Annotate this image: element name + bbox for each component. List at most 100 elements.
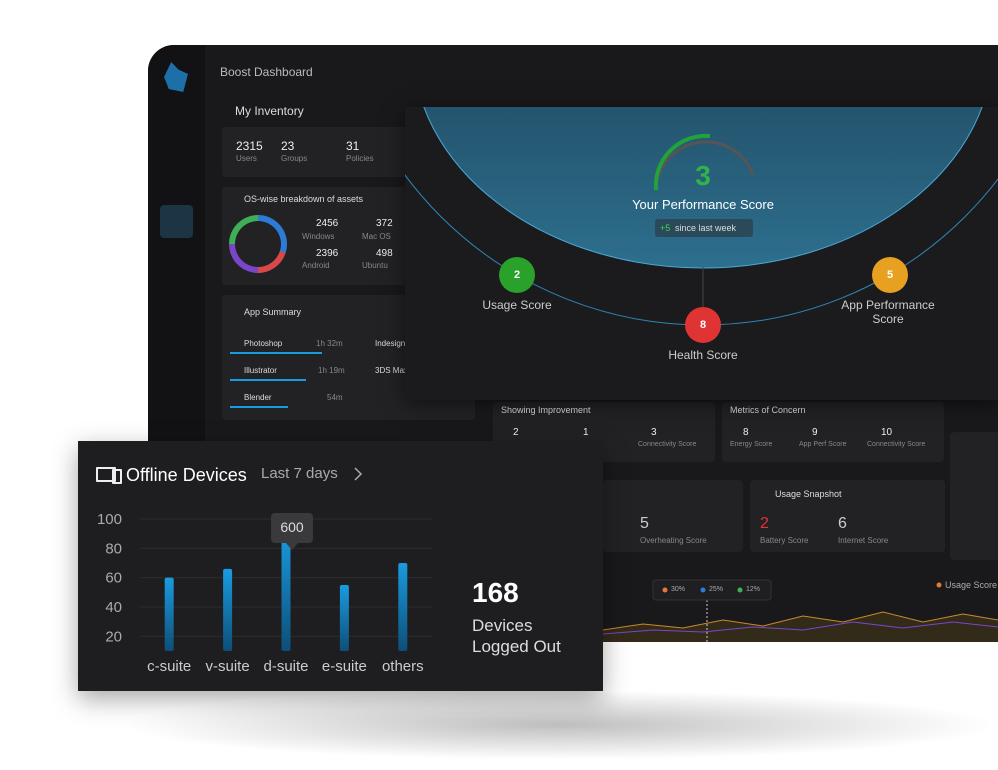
legend-dot bbox=[737, 587, 743, 593]
os-label: Android bbox=[302, 261, 330, 270]
os-title: OS-wise breakdown of assets bbox=[244, 194, 364, 204]
os-value: 372 bbox=[376, 218, 393, 229]
donut-hole bbox=[235, 221, 281, 267]
snapshot-label: Overheating Score bbox=[640, 536, 707, 545]
snapshot-label: Internet Score bbox=[838, 536, 889, 545]
trend-tooltip bbox=[652, 579, 772, 601]
trend-line bbox=[603, 611, 998, 631]
snapshot-title: Usage Snapshot bbox=[775, 489, 842, 499]
y-tick-label: 100 bbox=[97, 511, 122, 528]
concern-label: Connectivity Score bbox=[867, 441, 926, 448]
performance-change: +5 bbox=[660, 223, 671, 233]
improvement-value: 1 bbox=[583, 427, 589, 438]
concern-label: App Perf Score bbox=[799, 441, 847, 448]
trend-legend: 25% bbox=[709, 586, 724, 593]
usage-bar bbox=[230, 379, 306, 381]
score-label: Health Score bbox=[668, 348, 738, 362]
app-name: Indesign bbox=[375, 339, 406, 348]
y-tick-label: 40 bbox=[105, 599, 122, 616]
improvement-value: 3 bbox=[651, 427, 657, 438]
stat-label: Policies bbox=[346, 154, 374, 163]
snapshot-label: Battery Score bbox=[760, 536, 809, 545]
bar bbox=[339, 585, 349, 651]
offline-range[interactable]: Last 7 days bbox=[261, 465, 338, 482]
stat-value: 31 bbox=[346, 139, 360, 153]
shadow bbox=[120, 690, 998, 760]
os-label: Windows bbox=[302, 232, 335, 241]
top-card bbox=[950, 432, 998, 560]
score-value: 2 bbox=[513, 269, 521, 281]
y-tick-label: 60 bbox=[105, 570, 122, 587]
os-value: 2456 bbox=[316, 218, 339, 229]
os-label: Mac OS bbox=[362, 232, 391, 241]
health-badge bbox=[685, 307, 721, 343]
improvement-title: Showing Improvement bbox=[501, 405, 591, 415]
performance-change-label: since last week bbox=[675, 223, 737, 233]
app-name: Photoshop bbox=[244, 339, 283, 348]
nav-active[interactable] bbox=[160, 205, 193, 238]
x-tick-label: d-suite bbox=[263, 658, 308, 675]
tooltip-pointer bbox=[286, 543, 298, 550]
y-tick-label: 80 bbox=[105, 540, 122, 557]
snapshot-value: 6 bbox=[838, 515, 847, 532]
stat-label: Users bbox=[236, 154, 257, 163]
gauge-track bbox=[654, 140, 755, 191]
legend-dot bbox=[936, 582, 942, 588]
snapshot-value: 2 bbox=[760, 515, 769, 532]
os-value: 2396 bbox=[316, 248, 339, 259]
tooltip bbox=[271, 513, 313, 543]
trend-chart bbox=[603, 579, 998, 642]
app-badge bbox=[872, 257, 908, 293]
app-name: 3DS Max bbox=[375, 366, 408, 375]
trend-area bbox=[603, 612, 998, 642]
performance-score: 3 bbox=[695, 160, 711, 191]
tooltip-text: 600 bbox=[280, 519, 304, 535]
concern-value: 8 bbox=[743, 427, 749, 438]
change-pill bbox=[655, 219, 753, 237]
header-title: Boost Dashboard bbox=[220, 65, 313, 79]
device-icon bbox=[96, 467, 116, 482]
snapshot-value: 5 bbox=[640, 515, 649, 532]
bar bbox=[164, 577, 174, 651]
os-label: Ubuntu bbox=[362, 261, 388, 270]
snapshot-card bbox=[750, 480, 945, 552]
legend-dot bbox=[700, 587, 706, 593]
concern-label: Energy Score bbox=[730, 441, 773, 448]
legend-dot bbox=[662, 587, 668, 593]
trend-legend: 30% bbox=[671, 586, 686, 593]
offline-title: Offline Devices bbox=[126, 465, 247, 485]
trend-line bbox=[603, 621, 998, 635]
usage-badge bbox=[499, 257, 535, 293]
usage-legend: Usage Score bbox=[945, 580, 998, 590]
app-time: 1h 32m bbox=[316, 339, 343, 348]
stat-value: 2315 bbox=[236, 139, 263, 153]
offline-count: 168 bbox=[472, 577, 519, 608]
bar bbox=[398, 563, 408, 651]
concern-value: 10 bbox=[881, 427, 893, 438]
os-value: 498 bbox=[376, 248, 393, 259]
usage-bar bbox=[230, 406, 288, 408]
concern-value: 9 bbox=[812, 427, 818, 438]
app-time: 1h 19m bbox=[318, 366, 345, 375]
chevron[interactable] bbox=[354, 467, 363, 481]
performance-panel bbox=[405, 107, 998, 400]
stat-label: Groups bbox=[281, 154, 308, 163]
app-name: Illustrator bbox=[244, 366, 277, 375]
stat-value: 23 bbox=[281, 139, 295, 153]
offline-count-label: Devices Logged Out bbox=[472, 616, 561, 656]
bar bbox=[281, 530, 291, 651]
inventory-card bbox=[222, 127, 412, 177]
gauge-fill bbox=[653, 133, 711, 191]
x-tick-label: others bbox=[382, 658, 424, 675]
x-tick-label: v-suite bbox=[206, 658, 250, 675]
concern-card bbox=[722, 402, 944, 462]
concern-title: Metrics of Concern bbox=[730, 405, 806, 415]
trend-legend: 12% bbox=[746, 586, 761, 593]
overheat-card bbox=[603, 480, 743, 552]
device-icon bbox=[112, 469, 122, 484]
app-name: Blender bbox=[244, 393, 272, 402]
score-value: 8 bbox=[699, 319, 707, 331]
bar bbox=[223, 568, 233, 651]
